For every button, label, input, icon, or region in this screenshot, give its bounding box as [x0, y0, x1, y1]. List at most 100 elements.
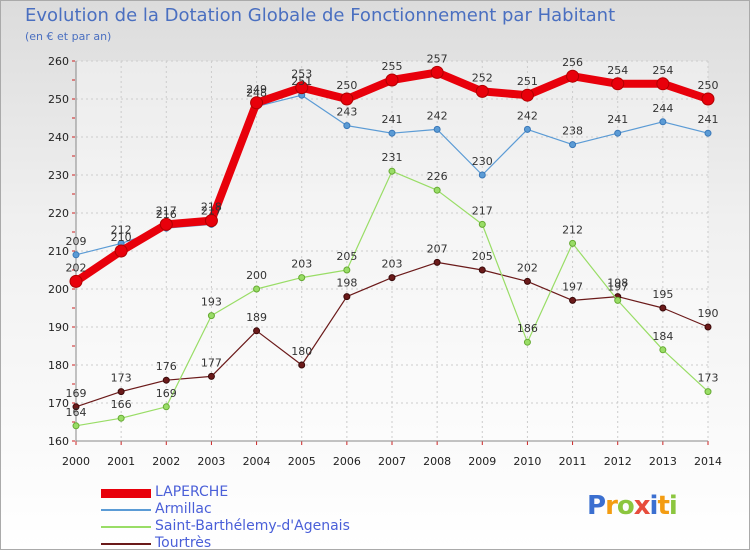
data-point: [611, 77, 625, 91]
data-point: [433, 125, 441, 133]
x-tick-label: 2008: [423, 455, 451, 468]
data-label: 195: [652, 288, 673, 301]
data-label: 241: [382, 113, 403, 126]
data-point: [253, 285, 261, 293]
data-label: 209: [66, 235, 87, 248]
data-point: [478, 171, 486, 179]
data-point: [72, 403, 80, 411]
data-point: [69, 274, 83, 288]
data-label: 242: [427, 109, 448, 122]
data-label: 176: [156, 360, 177, 373]
data-label: 212: [562, 223, 583, 236]
x-tick-label: 2012: [604, 455, 632, 468]
data-point: [478, 220, 486, 228]
data-point: [704, 388, 712, 396]
logo-letter: t: [657, 491, 669, 521]
y-tick-label: 240: [48, 131, 69, 144]
y-tick-label: 210: [48, 245, 69, 258]
data-label: 197: [562, 280, 583, 293]
data-point: [253, 327, 261, 335]
data-label: 193: [201, 296, 222, 309]
data-point: [388, 129, 396, 137]
data-label: 254: [652, 64, 673, 77]
data-point: [159, 217, 173, 231]
data-point: [704, 323, 712, 331]
data-point: [566, 69, 580, 83]
data-label: 200: [246, 269, 267, 282]
data-point: [659, 118, 667, 126]
x-tick-label: 2009: [468, 455, 496, 468]
data-point: [343, 266, 351, 274]
data-point: [478, 266, 486, 274]
y-tick-label: 180: [48, 359, 69, 372]
x-tick-label: 2013: [649, 455, 677, 468]
data-label: 256: [562, 56, 583, 69]
data-label: 249: [246, 83, 267, 96]
data-point: [704, 129, 712, 137]
data-point: [343, 293, 351, 301]
data-point: [433, 186, 441, 194]
data-point: [343, 122, 351, 130]
data-label: 203: [291, 258, 312, 271]
x-tick-label: 2010: [513, 455, 541, 468]
data-point: [569, 141, 577, 149]
data-point: [117, 388, 125, 396]
y-tick-label: 220: [48, 207, 69, 220]
data-label: 242: [517, 109, 538, 122]
legend-label: Tourtrès: [155, 535, 212, 551]
y-tick-label: 230: [48, 169, 69, 182]
data-point: [117, 414, 125, 422]
legend-label: LAPERCHE: [155, 484, 229, 500]
proxiti-logo: Proxiti: [587, 491, 678, 521]
data-label: 173: [111, 372, 132, 385]
data-point: [701, 92, 715, 106]
logo-letter: r: [605, 491, 618, 521]
x-tick-label: 2000: [62, 455, 90, 468]
data-point: [207, 312, 215, 320]
data-point: [72, 422, 80, 430]
y-tick-label: 190: [48, 321, 69, 334]
data-point: [430, 65, 444, 79]
data-point: [385, 73, 399, 87]
data-point: [114, 244, 128, 258]
data-label: 226: [427, 170, 448, 183]
x-tick-label: 2005: [288, 455, 316, 468]
data-label: 250: [336, 79, 357, 92]
logo-letter: o: [616, 491, 635, 521]
data-point: [388, 167, 396, 175]
data-label: 252: [472, 71, 493, 84]
data-point: [207, 372, 215, 380]
chart-subtitle: (en € et par an): [25, 30, 112, 43]
data-point: [523, 125, 531, 133]
legend-label: Armillac: [155, 501, 212, 517]
data-point: [569, 239, 577, 247]
legend-swatch: [101, 488, 151, 498]
data-label: 241: [698, 113, 719, 126]
data-label: 251: [291, 75, 312, 88]
data-label: 217: [201, 204, 222, 217]
data-point: [433, 258, 441, 266]
data-point: [523, 338, 531, 346]
data-point: [520, 88, 534, 102]
logo-letter: P: [587, 491, 606, 521]
data-point: [659, 346, 667, 354]
logo-letter: x: [633, 491, 651, 521]
legend-swatch: [101, 509, 151, 511]
x-tick-label: 2002: [152, 455, 180, 468]
data-label: 202: [66, 261, 87, 274]
data-point: [298, 274, 306, 282]
data-point: [162, 376, 170, 384]
legend-swatch: [101, 526, 151, 528]
data-point: [614, 296, 622, 304]
data-label: 203: [382, 258, 403, 271]
data-label: 169: [66, 387, 87, 400]
data-label: 241: [607, 113, 628, 126]
data-label: 177: [201, 356, 222, 369]
data-label: 197: [607, 280, 628, 293]
data-label: 250: [698, 79, 719, 92]
data-label: 184: [652, 330, 673, 343]
data-label: 164: [66, 406, 87, 419]
data-point: [298, 361, 306, 369]
x-tick-label: 2003: [197, 455, 225, 468]
